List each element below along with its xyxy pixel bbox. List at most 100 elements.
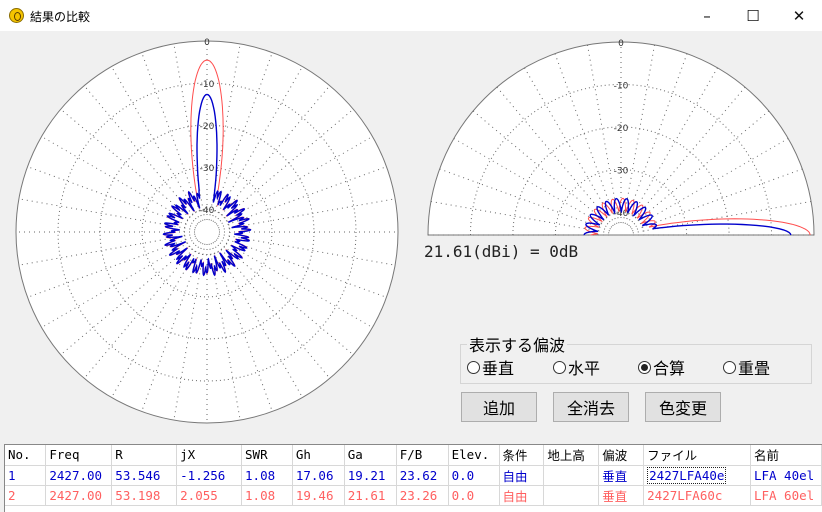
- cell-jx: 2.055: [176, 485, 243, 506]
- header-file[interactable]: ファイル: [643, 445, 751, 466]
- polarization-group: 表示する偏波 垂直 水平 合算 重畳: [460, 332, 812, 384]
- radio-combined-label: 合算: [653, 359, 686, 378]
- client-area: 0 -10 -20 -30 -40 0 -10 -20 -30 -40 21.61(dBi) =…: [0, 31, 822, 512]
- elevation-grid-spoke: [629, 110, 770, 228]
- cell-gh: 19.46: [292, 485, 345, 506]
- radio-combined[interactable]: 合算: [638, 355, 685, 379]
- radio-overlay-dot[interactable]: [723, 360, 736, 374]
- azimuth-ring-label: -20: [200, 122, 215, 132]
- clear-all-button[interactable]: 全消去: [553, 392, 629, 422]
- close-button[interactable]: ✕: [792, 6, 806, 25]
- table-row[interactable]: 2 2427.00 53.198 2.055 1.08 19.46 21.61 …: [5, 485, 822, 506]
- radio-horizontal-dot[interactable]: [553, 360, 566, 374]
- results-table: No. Freq R jX SWR Gh Ga F/B Elev. 条件 地上高…: [4, 444, 822, 512]
- header-polarization[interactable]: 偏波: [598, 445, 645, 466]
- cell-condition: 自由: [499, 465, 545, 486]
- elevation-grid-spoke: [624, 53, 688, 224]
- azimuth-ring-label: -30: [200, 164, 215, 174]
- header-r[interactable]: R: [111, 445, 178, 466]
- cell-height: [543, 485, 600, 506]
- radio-vertical-label: 垂直: [482, 359, 515, 378]
- elevation-plot: 0 -10 -20 -30 -40: [427, 39, 815, 236]
- radio-horizontal-label: 水平: [568, 359, 601, 378]
- radio-horizontal[interactable]: 水平: [553, 355, 600, 379]
- elevation-ring-label: -20: [614, 124, 629, 134]
- azimuth-ring-label: -10: [200, 80, 215, 90]
- cell-gh: 17.06: [292, 465, 345, 486]
- cell-freq: 2427.00: [45, 485, 113, 506]
- cell-condition: 自由: [499, 485, 545, 506]
- elevation-ring-label: -10: [614, 81, 629, 91]
- azimuth-grid-ring: [141, 166, 273, 298]
- reference-gain-label: 21.61(dBi) = 0dB: [424, 242, 579, 261]
- elevation-grid-spoke: [626, 67, 718, 225]
- polarization-group-title: 表示する偏波: [467, 332, 568, 356]
- elevation-grid-spoke: [628, 86, 746, 227]
- cell-file-selected[interactable]: 2427LFA40e: [643, 465, 751, 486]
- cell-no: 2: [5, 485, 47, 506]
- cell-freq: 2427.00: [45, 465, 113, 486]
- maximize-button[interactable]: ☐: [746, 6, 760, 25]
- cell-height: [543, 465, 600, 486]
- elevation-grid-spoke: [453, 138, 611, 230]
- azimuth-plot: 0 -10 -20 -30 -40: [15, 38, 399, 424]
- add-button[interactable]: 追加: [461, 392, 537, 422]
- header-fb[interactable]: F/B: [396, 445, 449, 466]
- cell-ga: 19.21: [344, 465, 397, 486]
- minimize-button[interactable]: –: [703, 6, 711, 25]
- cell-name: LFA 40el: [750, 465, 822, 486]
- cell-r: 53.546: [111, 465, 178, 486]
- azimuth-grid-ring: [99, 124, 315, 340]
- radio-overlay[interactable]: 重畳: [723, 355, 770, 379]
- elevation-grid-spoke: [586, 44, 620, 224]
- elevation-grid-spoke: [631, 138, 789, 230]
- cell-file-text: 2427LFA40e: [647, 466, 727, 484]
- color-change-button[interactable]: 色変更: [645, 392, 721, 422]
- cell-file: 2427LFA60c: [643, 485, 751, 506]
- cell-fb: 23.62: [396, 465, 449, 486]
- cell-no: 1: [5, 465, 47, 486]
- cell-swr: 1.08: [241, 465, 293, 486]
- azimuth-ring-label: -40: [200, 206, 215, 216]
- elevation-grid-spoke: [472, 110, 613, 228]
- elevation-grid-ring: [469, 84, 773, 236]
- app-icon: [9, 8, 24, 23]
- cell-r: 53.198: [111, 485, 178, 506]
- azimuth-ring-label: 0: [204, 38, 210, 48]
- elevation-grid-spoke: [439, 168, 610, 232]
- elevation-series-1: [583, 197, 792, 236]
- cell-elev: 0.0: [448, 485, 500, 506]
- elevation-outer-arc: [427, 41, 815, 236]
- header-gh[interactable]: Gh: [292, 445, 345, 466]
- header-jx[interactable]: jX: [176, 445, 243, 466]
- cell-jx: -1.256: [176, 465, 243, 486]
- azimuth-series-1: [162, 93, 252, 277]
- cell-name: LFA 60el: [750, 485, 822, 506]
- cell-ga: 21.61: [344, 485, 397, 506]
- radio-combined-dot[interactable]: [638, 360, 651, 374]
- elevation-grid-spoke: [554, 53, 618, 224]
- header-ga[interactable]: Ga: [344, 445, 397, 466]
- elevation-ring-label: -30: [614, 166, 629, 176]
- radio-vertical[interactable]: 垂直: [467, 355, 514, 379]
- radio-overlay-label: 重畳: [738, 359, 771, 378]
- header-elev[interactable]: Elev.: [448, 445, 500, 466]
- header-freq[interactable]: Freq: [45, 445, 113, 466]
- cell-polarization: 垂直: [598, 465, 645, 486]
- header-name[interactable]: 名前: [750, 445, 822, 466]
- header-swr[interactable]: SWR: [241, 445, 293, 466]
- elevation-grid-spoke: [632, 168, 803, 232]
- elevation-grid-spoke: [622, 44, 656, 224]
- header-condition[interactable]: 条件: [499, 445, 545, 466]
- radio-vertical-dot[interactable]: [467, 360, 480, 374]
- title-bar: 結果の比較 – ☐ ✕: [0, 0, 822, 31]
- table-row[interactable]: 1 2427.00 53.546 -1.256 1.08 17.06 19.21…: [5, 465, 822, 486]
- cell-fb: 23.26: [396, 485, 449, 506]
- elevation-grid-spoke: [430, 200, 610, 234]
- header-height[interactable]: 地上高: [543, 445, 600, 466]
- elevation-grid-spoke: [524, 67, 616, 225]
- cell-elev: 0.0: [448, 465, 500, 486]
- cell-swr: 1.08: [241, 485, 293, 506]
- polar-plots: 0 -10 -20 -30 -40 0 -10 -20 -30 -40: [15, 38, 815, 424]
- header-no[interactable]: No.: [5, 445, 47, 466]
